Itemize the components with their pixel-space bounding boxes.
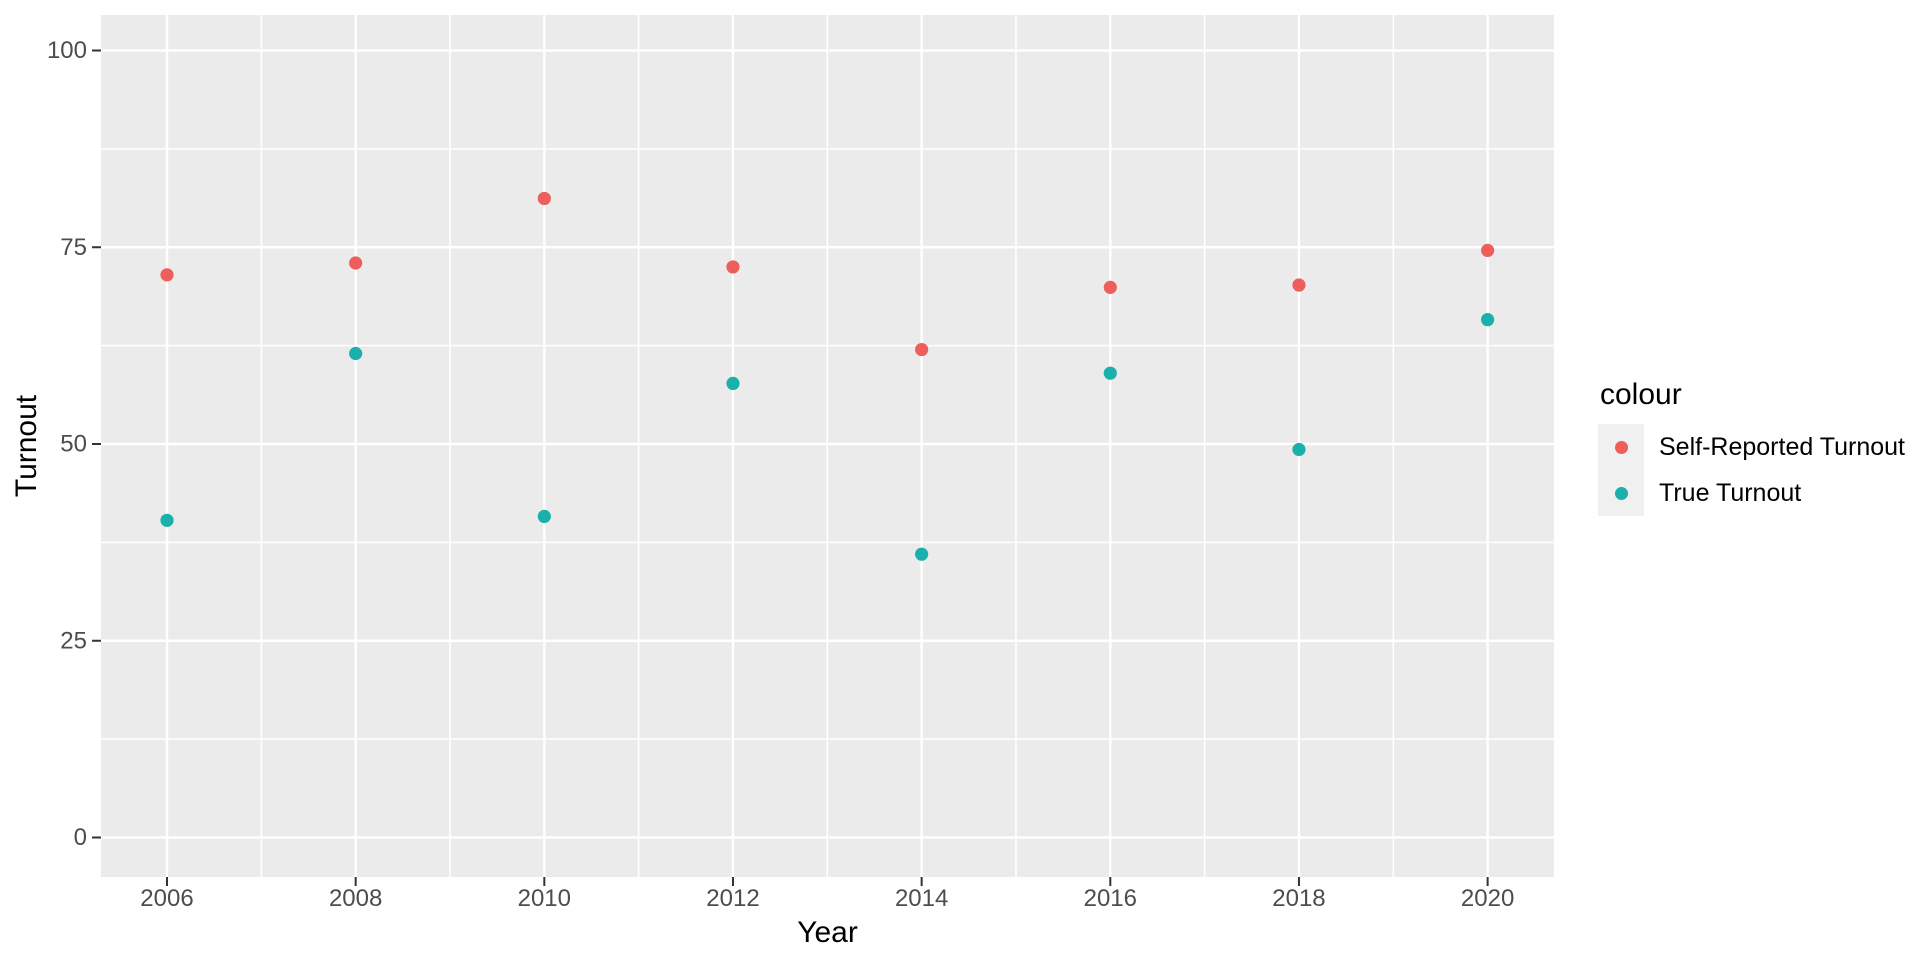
x-axis-tick-label: 2006 <box>140 885 193 912</box>
point-self-reported-turnout-2008 <box>349 256 363 270</box>
x-axis-tick-label: 2016 <box>1084 885 1137 912</box>
legend-key-true-turnout <box>1598 470 1644 516</box>
y-axis-tick-label: 100 <box>47 37 87 64</box>
legend: colour Self-Reported Turnout True Turnou… <box>1598 380 1905 516</box>
point-self-reported-turnout-2018 <box>1292 278 1306 292</box>
x-axis-tick-label: 2012 <box>706 885 759 912</box>
y-axis-tick-label: 25 <box>60 627 87 654</box>
point-self-reported-turnout-2006 <box>160 268 174 282</box>
legend-key-self-reported-turnout <box>1598 424 1644 470</box>
legend-dot-icon-true-turnout <box>1614 486 1628 500</box>
point-true-turnout-2012 <box>726 376 740 391</box>
legend-item-self-reported-turnout[interactable]: Self-Reported Turnout <box>1598 424 1905 470</box>
point-true-turnout-2018 <box>1292 442 1306 457</box>
point-true-turnout-2014 <box>915 547 929 561</box>
point-true-turnout-2008 <box>349 346 363 361</box>
point-true-turnout-2006 <box>160 513 174 527</box>
legend-label-true-turnout: True Turnout <box>1659 478 1802 507</box>
y-axis-tick-label: 50 <box>60 431 87 458</box>
x-axis-tick-label: 2008 <box>329 885 382 912</box>
y-axis-tick-label: 75 <box>60 234 87 261</box>
point-self-reported-turnout-2016 <box>1103 280 1117 294</box>
y-axis-title: Turnout <box>10 394 43 497</box>
x-axis-tick-label: 2010 <box>518 885 571 912</box>
point-self-reported-turnout-2010 <box>537 191 551 206</box>
legend-label-self-reported-turnout: Self-Reported Turnout <box>1659 432 1905 461</box>
point-true-turnout-2020 <box>1481 313 1495 327</box>
legend-dot-icon-self-reported-turnout <box>1614 440 1628 454</box>
x-axis-title: Year <box>797 916 858 949</box>
y-axis-tick-label: 0 <box>74 824 87 851</box>
point-self-reported-turnout-2012 <box>726 260 740 274</box>
point-true-turnout-2016 <box>1103 366 1117 380</box>
point-self-reported-turnout-2014 <box>915 342 929 357</box>
legend-item-true-turnout[interactable]: True Turnout <box>1598 470 1905 516</box>
x-axis-tick-label: 2020 <box>1461 885 1514 912</box>
legend-title: colour <box>1600 378 1682 411</box>
point-true-turnout-2010 <box>537 509 551 524</box>
x-axis-tick-label: 2014 <box>895 885 948 912</box>
point-self-reported-turnout-2020 <box>1481 243 1495 257</box>
x-axis-tick-label: 2018 <box>1272 885 1325 912</box>
